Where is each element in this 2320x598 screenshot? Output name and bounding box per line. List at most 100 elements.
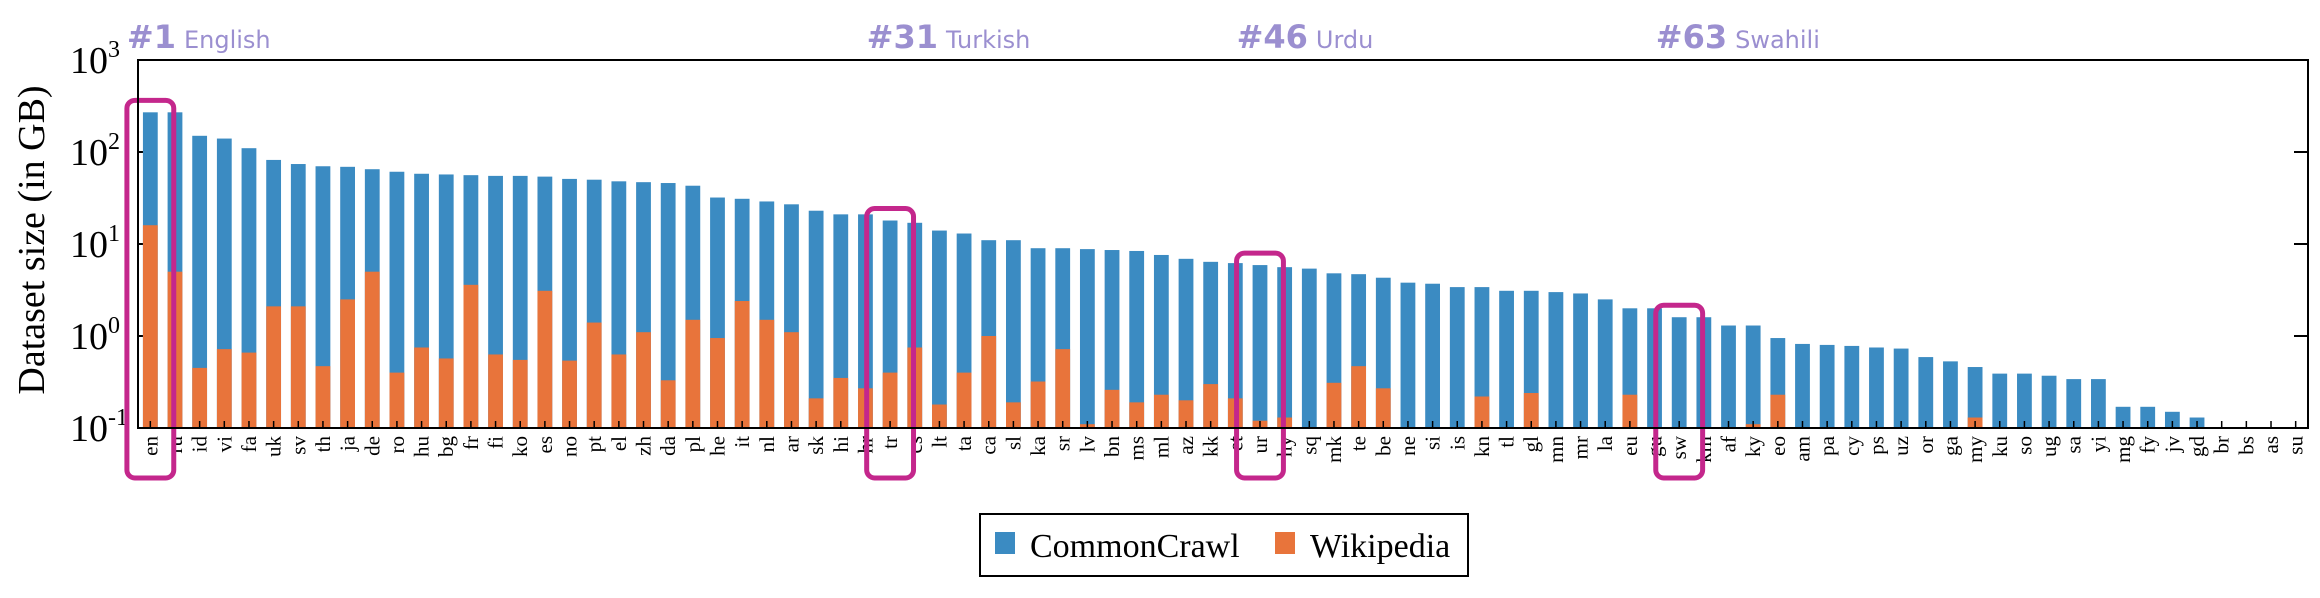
plot-frame bbox=[137, 59, 2309, 429]
bar-wikipedia bbox=[759, 319, 775, 428]
legend: CommonCrawl Wikipedia bbox=[979, 513, 1469, 577]
x-tick-label: sk bbox=[804, 436, 828, 455]
bar-wikipedia bbox=[438, 358, 454, 428]
legend-swatch-wikipedia bbox=[1275, 532, 1295, 554]
bar-wikipedia bbox=[266, 306, 282, 428]
bar-commoncrawl bbox=[192, 135, 208, 428]
x-tick-label: lv bbox=[1075, 436, 1099, 453]
bar-wikipedia bbox=[882, 372, 898, 428]
language-annotations: #1 English #31 Turkish #46 Urdu #63 Swahili bbox=[127, 18, 1820, 56]
bar-wikipedia bbox=[414, 347, 429, 428]
x-tick-label: pl bbox=[681, 436, 705, 453]
bar-wikipedia bbox=[1523, 393, 1539, 428]
bar-commoncrawl bbox=[1795, 343, 1810, 428]
bar-wikipedia bbox=[562, 360, 577, 428]
bar-wikipedia bbox=[512, 359, 528, 428]
x-tick-label: am bbox=[1790, 436, 1814, 462]
x-tick-label: mn bbox=[1544, 436, 1568, 463]
y-axis-ticks: 103 102 101 100 10-1 bbox=[70, 37, 2308, 450]
x-tick-label: is bbox=[1445, 436, 1469, 450]
bar-wikipedia bbox=[685, 319, 701, 428]
x-tick-label: tl bbox=[1495, 436, 1519, 448]
y-axis-label: Dataset size (in GB) bbox=[11, 85, 53, 394]
bar-wikipedia bbox=[710, 338, 725, 428]
bar-wikipedia bbox=[364, 271, 380, 428]
bar-commoncrawl bbox=[660, 183, 676, 428]
bar-wikipedia bbox=[241, 352, 257, 428]
bar-commoncrawl bbox=[2140, 406, 2156, 428]
bar-wikipedia bbox=[1006, 402, 1021, 428]
x-tick-label: ur bbox=[1248, 436, 1272, 454]
x-tick-label: bn bbox=[1100, 436, 1124, 458]
x-tick-label: jv bbox=[2160, 436, 2184, 454]
bar-commoncrawl bbox=[1153, 254, 1169, 428]
x-tick-label: uk bbox=[262, 436, 286, 458]
bar-wikipedia bbox=[1055, 349, 1071, 428]
bar-wikipedia bbox=[389, 372, 405, 428]
x-tick-label: lt bbox=[927, 436, 951, 448]
bar-commoncrawl bbox=[1573, 293, 1588, 428]
bar-commoncrawl bbox=[2091, 379, 2106, 428]
x-tick-label: eu bbox=[1618, 436, 1642, 456]
legend-box bbox=[979, 513, 1469, 577]
x-tick-label: br bbox=[2210, 436, 2234, 454]
bar-commoncrawl bbox=[1943, 361, 1958, 428]
bar-commoncrawl bbox=[2115, 406, 2131, 428]
x-tick-label: cy bbox=[1840, 436, 1864, 456]
bar-wikipedia bbox=[315, 366, 331, 428]
x-tick-label: gd bbox=[2185, 436, 2209, 458]
x-tick-label: as bbox=[2259, 436, 2283, 454]
bar-commoncrawl bbox=[2164, 411, 2180, 428]
bar-commoncrawl bbox=[1104, 250, 1120, 428]
bar-commoncrawl bbox=[2041, 375, 2057, 428]
x-tick-label: ml bbox=[1149, 436, 1173, 458]
x-tick-label: sv bbox=[286, 436, 310, 455]
x-tick-label: sl bbox=[1001, 436, 1025, 450]
annotation-label: #1 English bbox=[127, 18, 271, 56]
x-tick-label: fi bbox=[484, 436, 508, 449]
x-tick-label: bs bbox=[2234, 436, 2258, 455]
bar-commoncrawl bbox=[1918, 357, 1934, 428]
x-tick-label: te bbox=[1347, 436, 1371, 451]
bar-wikipedia bbox=[833, 377, 849, 428]
bar-wikipedia bbox=[142, 225, 158, 428]
bar-wikipedia bbox=[932, 404, 947, 428]
bar-commoncrawl bbox=[1400, 282, 1416, 428]
x-tick-label: ko bbox=[508, 436, 532, 457]
legend-label-wikipedia: Wikipedia bbox=[1310, 528, 1450, 565]
bar-wikipedia bbox=[1030, 381, 1046, 428]
x-tick-label: ro bbox=[385, 436, 409, 454]
legend-label-commoncrawl: CommonCrawl bbox=[1030, 528, 1240, 565]
x-tick-label: ka bbox=[1026, 435, 1050, 456]
x-tick-label: az bbox=[1174, 436, 1198, 455]
x-tick-label: ne bbox=[1396, 436, 1420, 456]
bar-wikipedia bbox=[1153, 394, 1169, 428]
x-tick-label: bg bbox=[434, 436, 458, 458]
x-tick-label: zh bbox=[632, 436, 656, 456]
bar-wikipedia bbox=[1351, 366, 1367, 428]
bar-commoncrawl bbox=[1671, 317, 1687, 428]
x-tick-label: yi bbox=[2086, 436, 2110, 453]
bar-commoncrawl bbox=[932, 230, 947, 428]
x-tick-label: fa bbox=[237, 435, 261, 452]
bar-commoncrawl bbox=[1992, 373, 2008, 428]
x-tick-label: ta bbox=[952, 435, 976, 451]
x-tick-label: ug bbox=[2037, 436, 2061, 458]
x-tick-label: kk bbox=[1199, 436, 1223, 458]
bar-wikipedia bbox=[636, 332, 651, 428]
x-tick-label: hi bbox=[829, 436, 853, 453]
bar-wikipedia bbox=[981, 336, 997, 428]
bar-commoncrawl bbox=[1079, 249, 1095, 428]
bar-wikipedia bbox=[488, 354, 503, 428]
bar-commoncrawl bbox=[389, 171, 405, 429]
y-tick-label: 10-1 bbox=[70, 405, 128, 450]
x-tick-label: ms bbox=[1125, 436, 1149, 461]
x-tick-label: pa bbox=[1815, 435, 1839, 456]
x-tick-label: mr bbox=[1569, 436, 1593, 459]
bar-commoncrawl bbox=[833, 214, 849, 428]
highlight-box bbox=[1653, 302, 1706, 481]
bar-commoncrawl bbox=[1844, 345, 1860, 428]
bar-wikipedia bbox=[1178, 400, 1194, 428]
x-tick-label: sq bbox=[1297, 436, 1321, 455]
